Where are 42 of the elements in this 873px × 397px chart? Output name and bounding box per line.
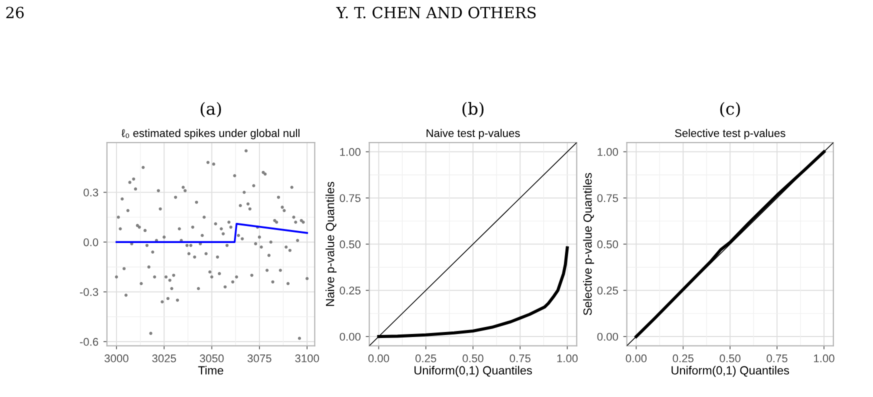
chart-subtitle: Selective test p-values [675, 128, 786, 140]
x-tick-label: 3000 [104, 354, 128, 362]
x-tick-label: 0.50 [720, 354, 740, 362]
y-tick-label: 1.00 [340, 148, 361, 156]
x-axis-title: Time [198, 366, 224, 375]
y-tick-label: 0.25 [597, 286, 618, 294]
x-tick-label: 0.25 [672, 354, 694, 362]
x-tick-label: 0.75 [766, 354, 788, 362]
y-tick-label: 0.50 [597, 240, 618, 248]
y-tick-label: 0.75 [597, 194, 618, 202]
y-tick-label: -0.6 [80, 338, 98, 346]
x-tick-label: 0.00 [368, 354, 390, 362]
chart-title: (b) [462, 102, 484, 118]
x-tick-label: 0.75 [510, 354, 530, 362]
y-tick-label: 0.3 [84, 188, 98, 196]
x-tick-label: 3075 [248, 354, 272, 362]
x-tick-label: 0.00 [626, 354, 647, 362]
y-tick-label: 0.00 [340, 332, 361, 341]
x-tick-label: 3025 [152, 354, 176, 362]
y-axis-title: Naive p-value Quantiles [326, 182, 337, 306]
y-tick-label: 0.00 [597, 332, 618, 341]
x-tick-label: 0.50 [462, 354, 484, 362]
x-tick-label: 1.00 [557, 354, 578, 362]
y-tick-label: 0.50 [340, 240, 361, 248]
y-tick-label: -0.3 [80, 288, 98, 296]
y-tick-label: 1.00 [598, 148, 618, 156]
x-axis-title: Uniform(0,1) Quantiles [414, 366, 532, 377]
x-tick-label: 0.25 [415, 354, 436, 362]
x-tick-label: 3050 [200, 354, 224, 362]
y-axis-title: Selective p-value Quantiles [583, 173, 594, 316]
x-axis-title: Uniform(0,1) Quantiles [672, 366, 790, 377]
text: 26 [6, 6, 24, 18]
y-tick-label: 0.25 [340, 286, 360, 294]
y-tick-label: 0.75 [340, 194, 360, 202]
text: Y. T. CHEN AND OTHERS [336, 6, 536, 18]
y-tick-label: 0.0 [84, 238, 98, 246]
chart-title: (a) [200, 102, 221, 118]
x-tick-label: 1.00 [814, 354, 834, 362]
chart-subtitle: ℓ₀ estimated spikes under global null [122, 128, 300, 140]
chart-subtitle: Naive test p-values [426, 128, 520, 140]
chart-title: (c) [720, 102, 740, 118]
x-tick-label: 3100 [295, 354, 320, 362]
